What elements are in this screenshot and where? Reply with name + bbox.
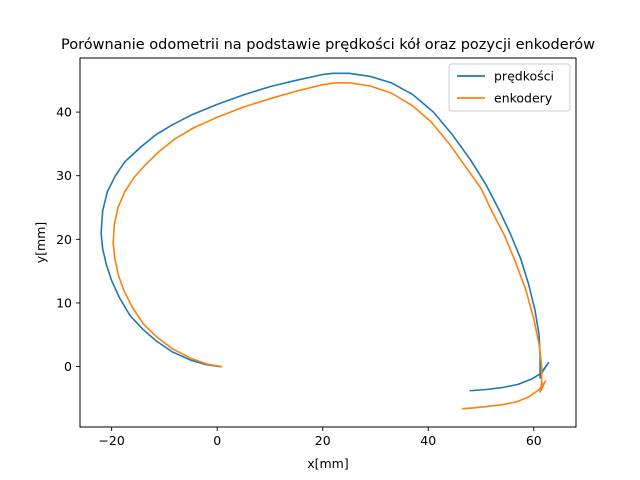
chart-title: Porównanie odometrii na podstawie prędko…: [61, 37, 595, 53]
y-axis: 0 10 20 30 40: [56, 105, 80, 374]
series-line-2: [112, 82, 547, 410]
x-tick-label: 0: [213, 433, 221, 448]
y-tick-label: 20: [56, 232, 72, 247]
axes-frame: [79, 57, 577, 428]
x-tick-label: 60: [526, 433, 542, 448]
x-axis: −20 0 20 40 60: [98, 427, 542, 448]
legend: prędkości enkodery: [448, 63, 571, 112]
y-tick-label: 0: [64, 359, 72, 374]
plot-area: [100, 72, 550, 410]
y-axis-label: y[mm]: [33, 222, 48, 264]
y-tick-label: 10: [56, 295, 72, 310]
series-line-1: [100, 72, 550, 392]
legend-label-2: enkodery: [494, 91, 553, 106]
x-axis-label: x[mm]: [307, 456, 349, 471]
x-tick-label: 20: [315, 433, 331, 448]
y-tick-label: 30: [56, 168, 72, 183]
x-tick-label: 40: [420, 433, 436, 448]
y-tick-label: 40: [56, 105, 72, 120]
legend-label-1: prędkości: [494, 69, 554, 84]
x-tick-label: −20: [98, 433, 124, 448]
